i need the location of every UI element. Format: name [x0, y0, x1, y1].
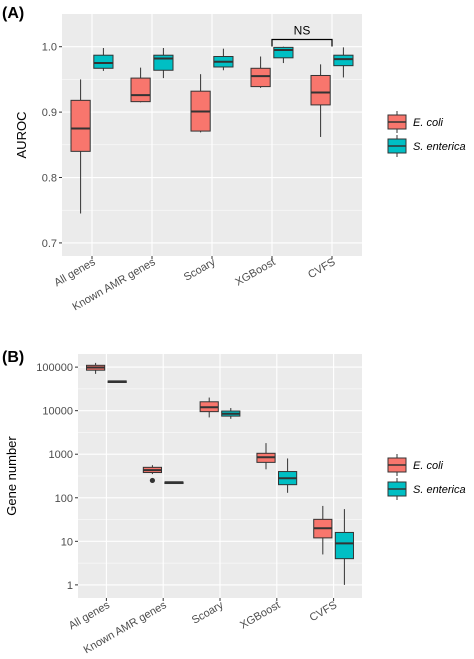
significance-label: NS	[294, 24, 311, 38]
x-tick-label: XGBoost	[233, 256, 277, 288]
legend: E. coli S. enterica	[387, 111, 466, 157]
box-iqr	[70, 99, 91, 152]
box-e-coli	[130, 67, 151, 103]
y-tick-label: 1.0	[42, 42, 57, 54]
legend: E. coli S. enterica	[387, 454, 466, 500]
box-e-coli	[313, 505, 333, 555]
box-e-coli	[310, 64, 331, 137]
box-s-enterica	[164, 481, 184, 485]
box-e-coli	[190, 74, 211, 133]
legend-label: S. enterica	[413, 141, 466, 153]
x-tick-label: Scoary	[182, 256, 218, 284]
box-iqr	[153, 54, 174, 71]
box-s-enterica	[333, 47, 354, 78]
box-s-enterica	[221, 408, 241, 419]
x-tick-label: Scoary	[190, 599, 226, 627]
box-iqr	[93, 54, 114, 69]
box-e-coli	[142, 465, 162, 484]
box-iqr	[250, 67, 271, 88]
box-e-coli	[199, 397, 219, 418]
box-s-enterica	[213, 48, 234, 71]
y-axis-title: AUROC	[14, 112, 29, 159]
y-tick-label: 0.8	[42, 173, 57, 185]
legend-label: E. coli	[413, 117, 444, 129]
box-s-enterica	[107, 380, 127, 383]
box-iqr	[310, 74, 331, 106]
box-iqr	[130, 77, 151, 103]
panel-label: (B)	[2, 349, 24, 366]
x-tick-label: All genes	[52, 256, 98, 289]
legend-label: E. coli	[413, 460, 444, 472]
box-e-coli	[70, 79, 91, 214]
box-iqr	[273, 46, 294, 59]
y-axis-title: Gene number	[4, 436, 19, 516]
box-iqr	[333, 54, 354, 67]
y-tick-label: 10	[61, 536, 73, 548]
y-tick-label: 1000	[49, 449, 73, 461]
x-tick-label: CVFS	[308, 599, 339, 624]
y-tick-label: 100000	[36, 362, 73, 374]
box-s-enterica	[334, 509, 354, 585]
box-s-enterica	[278, 458, 298, 493]
y-tick-label: 10000	[42, 406, 73, 418]
y-tick-label: 0.9	[42, 107, 57, 119]
box-iqr	[334, 531, 354, 560]
y-tick-label: 0.7	[42, 238, 57, 250]
x-tick-label: All genes	[67, 599, 113, 632]
significance-bracket	[271, 38, 333, 47]
panel-label: (A)	[2, 5, 24, 22]
box-e-coli	[86, 362, 106, 374]
outlier-point	[149, 477, 156, 484]
box-s-enterica	[93, 48, 114, 71]
box-e-coli	[256, 443, 276, 470]
x-tick-label: CVFS	[306, 256, 337, 281]
x-tick-label: XGBoost	[238, 599, 282, 631]
box-s-enterica	[273, 46, 294, 64]
y-tick-label: 1	[67, 580, 73, 592]
box-s-enterica	[153, 48, 174, 79]
box-e-coli	[250, 56, 271, 88]
legend-label: S. enterica	[413, 484, 466, 496]
y-tick-label: 100	[55, 493, 73, 505]
